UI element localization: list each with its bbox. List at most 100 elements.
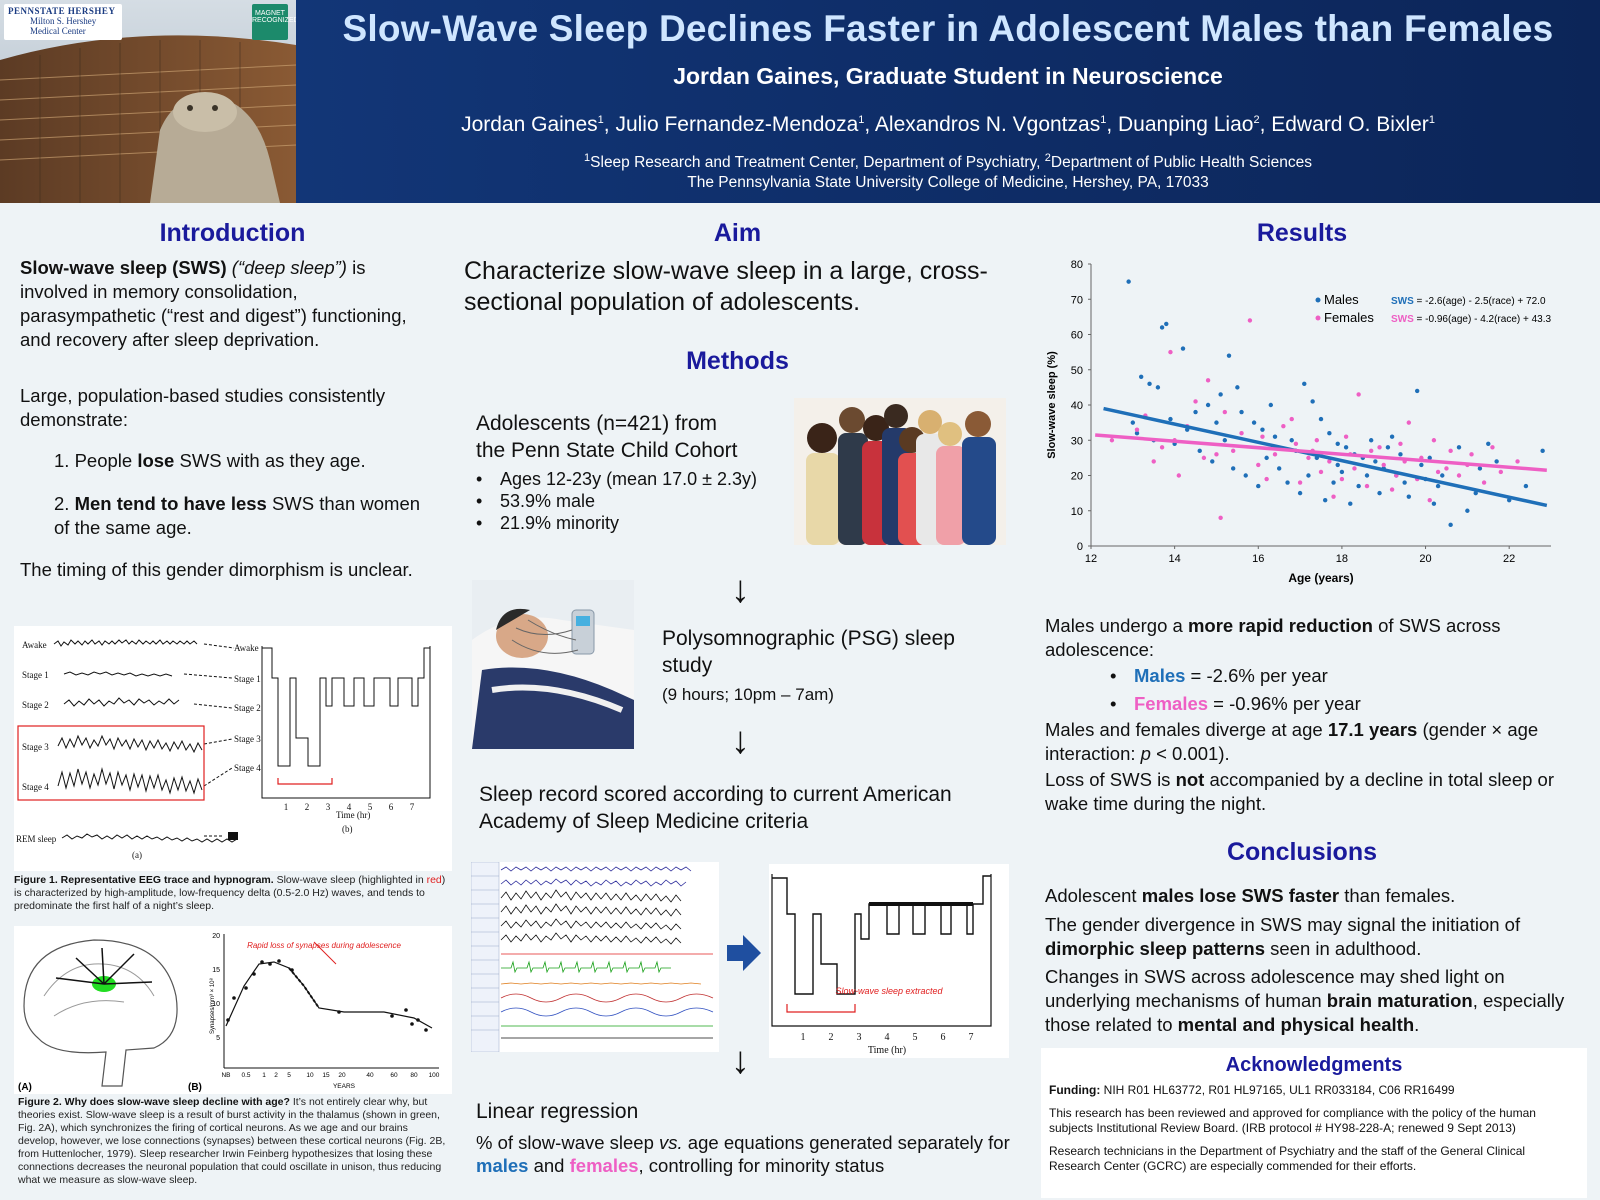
male-data-point <box>1260 427 1265 432</box>
male-data-point <box>1427 455 1432 461</box>
poster-subtitle: Jordan Gaines, Graduate Student in Neuro… <box>673 63 1223 89</box>
svg-text:10: 10 <box>212 1001 220 1008</box>
female-data-point <box>1356 392 1361 397</box>
svg-text:6: 6 <box>389 802 394 812</box>
male-data-point <box>1230 466 1236 471</box>
male-data-point <box>1431 501 1437 506</box>
irb-text: This research has been reviewed and appr… <box>1049 1106 1536 1135</box>
poster-title: Slow-Wave Sleep Declines Faster in Adole… <box>342 8 1554 49</box>
male-data-point <box>1402 480 1407 485</box>
y-tick-label: 60 <box>1071 330 1083 342</box>
male-data-point <box>1272 434 1278 439</box>
psg-title: Polysomnographic (PSG) sleep study <box>662 627 955 677</box>
male-data-point <box>1540 448 1545 454</box>
svg-text:7: 7 <box>969 1032 974 1043</box>
male-data-point <box>1289 438 1294 443</box>
brain-diagram: (A) <box>18 939 178 1093</box>
female-data-point <box>1368 448 1374 454</box>
svg-text:4: 4 <box>885 1032 890 1043</box>
female-data-point <box>1406 420 1412 425</box>
x-tick-label: 20 <box>1419 553 1431 565</box>
hyp-label-awake: Awake <box>234 643 259 653</box>
female-data-point <box>1297 480 1303 485</box>
svg-text:YEARS: YEARS <box>333 1083 356 1090</box>
svg-text:60: 60 <box>390 1072 398 1079</box>
svg-text:6: 6 <box>941 1032 946 1043</box>
female-data-point <box>1318 469 1324 475</box>
scatter-plot-svg: 0 10 20 30 40 50 60 70 80 12 14 16 18 20 22 Slow-wave … <box>1046 259 1552 585</box>
svg-text:20: 20 <box>212 933 220 940</box>
svg-text:5: 5 <box>913 1032 918 1043</box>
male-data-point <box>1473 490 1478 496</box>
fig2-panel-b-label: (B) <box>188 1082 202 1093</box>
female-data-point <box>1293 441 1299 446</box>
male-data-point <box>1385 445 1391 450</box>
male-data-point <box>1193 409 1198 415</box>
cohort-bullet-male: 53.9% male <box>476 490 796 512</box>
hyp-panel-label: (b) <box>342 824 353 834</box>
male-data-point <box>1377 490 1382 496</box>
sws-highlight-box <box>17 725 205 801</box>
thanks-text: Research technicians in the Department o… <box>1049 1144 1526 1173</box>
female-data-point <box>1264 476 1269 482</box>
male-data-point <box>1164 321 1169 327</box>
male-data-point <box>1134 431 1140 436</box>
flow-arrow-2: ↓ <box>731 720 750 762</box>
female-data-point <box>1339 476 1345 482</box>
female-data-point <box>1481 480 1487 485</box>
aim-text: Characterize slow-wave sleep in a large,… <box>464 257 988 316</box>
legend-males: Males <box>1324 292 1359 307</box>
male-data-point <box>1130 420 1136 425</box>
female-data-point <box>1281 423 1286 429</box>
male-data-point <box>1214 420 1219 425</box>
cohort-description: Adolescents (n=421) from the Penn State … <box>476 412 738 462</box>
affiliations: 1Sleep Research and Treatment Center, De… <box>584 152 1312 192</box>
y-tick-label: 70 <box>1071 294 1083 306</box>
right-arrow-icon <box>727 935 761 971</box>
synapse-y-label: Synapses/mm³ × 10⁸ <box>209 978 216 1035</box>
male-data-point <box>1276 466 1282 471</box>
female-data-point <box>1456 473 1462 478</box>
female-data-point <box>1159 445 1165 450</box>
male-data-point <box>1168 416 1173 422</box>
male-data-point <box>1239 409 1244 415</box>
conclusion-3: Changes in SWS across adolescence may sh… <box>1045 966 1565 1035</box>
male-data-point <box>1310 399 1315 404</box>
male-data-point <box>1456 445 1462 450</box>
author-name: Julio Fernandez-Mendoza1 <box>615 113 865 136</box>
header-photo: PENNSTATE HERSHEY Milton S. Hershey Medi… <box>0 0 296 203</box>
psg-recording-figure <box>470 861 719 1053</box>
svg-text:NB: NB <box>221 1072 230 1079</box>
eeg-label-stage1: Stage 1 <box>22 670 49 680</box>
male-data-point <box>1389 434 1395 439</box>
flow-arrow-1: ↓ <box>731 569 750 611</box>
magnet-logo: MAGNET RECOGNIZED <box>252 4 296 40</box>
results-rates: Males = -2.6% per year Females = -0.96% … <box>1110 662 1530 718</box>
svg-text:80: 80 <box>410 1072 418 1079</box>
intro-paragraph-2: Large, population-based studies consiste… <box>20 385 386 430</box>
y-tick-label: 10 <box>1071 506 1083 518</box>
male-data-point <box>1218 392 1223 397</box>
male-data-point <box>1159 325 1165 330</box>
male-data-point <box>1523 483 1529 489</box>
cohort-bullet-minority: 21.9% minority <box>476 512 796 534</box>
aim-heading: Aim <box>713 219 762 247</box>
svg-text:3: 3 <box>326 802 331 812</box>
male-data-point <box>1398 452 1403 457</box>
female-data-point <box>1151 459 1156 464</box>
x-tick-label: 18 <box>1336 553 1348 565</box>
eeg-label-stage4: Stage 4 <box>22 782 49 792</box>
female-data-point <box>1389 487 1395 492</box>
female-data-point <box>1381 462 1386 468</box>
male-data-point <box>1256 483 1261 489</box>
brain-synapse-drawing: (A) Rapid loss of synapses during adoles… <box>18 933 440 1093</box>
x-tick-label: 14 <box>1169 553 1181 565</box>
eeg-label-stage3: Stage 3 <box>22 742 49 752</box>
hypnogram-x-label: Time (hr) <box>868 1045 906 1056</box>
hyp-label-stage3: Stage 3 <box>234 734 261 744</box>
male-data-point <box>1138 374 1144 379</box>
male-data-point <box>1465 508 1470 513</box>
y-tick-label: 0 <box>1077 541 1083 553</box>
male-data-point <box>1435 483 1441 489</box>
male-data-point <box>1147 381 1152 387</box>
